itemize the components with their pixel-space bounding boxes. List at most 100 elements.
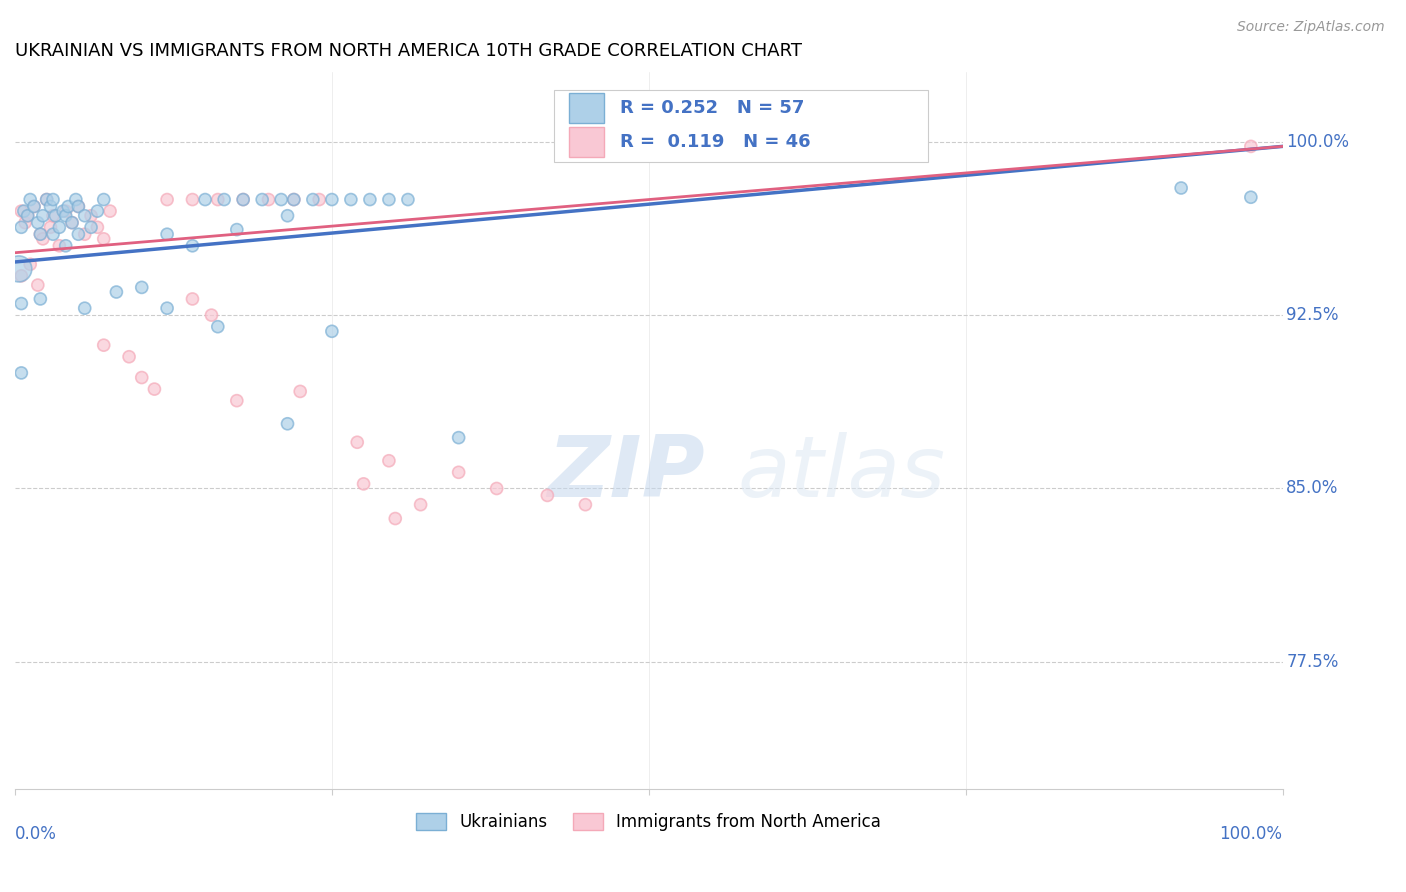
Point	[60, 216, 83, 230]
Point	[232, 193, 254, 207]
Point	[447, 431, 470, 445]
Text: UKRAINIAN VS IMMIGRANTS FROM NORTH AMERICA 10TH GRADE CORRELATION CHART: UKRAINIAN VS IMMIGRANTS FROM NORTH AMERI…	[15, 42, 801, 60]
Point	[396, 193, 419, 207]
Point	[52, 204, 75, 219]
Point	[80, 209, 103, 223]
Point	[257, 193, 280, 207]
Point	[232, 193, 254, 207]
Point	[86, 204, 108, 219]
Point	[308, 193, 330, 207]
Point	[321, 193, 343, 207]
Point	[58, 199, 80, 213]
Point	[359, 193, 381, 207]
Point	[17, 209, 39, 223]
Text: 85.0%: 85.0%	[1286, 480, 1339, 498]
Point	[55, 239, 77, 253]
Text: 92.5%: 92.5%	[1286, 306, 1339, 324]
FancyBboxPatch shape	[569, 127, 605, 157]
Point	[1240, 139, 1263, 153]
Point	[39, 220, 62, 235]
Point	[42, 193, 65, 207]
Point	[14, 216, 37, 230]
Point	[48, 220, 70, 235]
Point	[48, 239, 70, 253]
Point	[10, 268, 32, 283]
Point	[270, 193, 292, 207]
Point	[67, 227, 90, 242]
Point	[60, 216, 83, 230]
Point	[378, 193, 401, 207]
Point	[156, 193, 179, 207]
Point	[55, 204, 77, 219]
Text: atlas: atlas	[738, 433, 945, 516]
Point	[42, 209, 65, 223]
Point	[181, 239, 204, 253]
Point	[283, 193, 305, 207]
Point	[143, 382, 166, 396]
Point	[156, 227, 179, 242]
Text: R =  0.119   N = 46: R = 0.119 N = 46	[620, 133, 810, 151]
Point	[35, 193, 58, 207]
Point	[7, 261, 30, 276]
Point	[276, 209, 298, 223]
Point	[30, 292, 52, 306]
Point	[181, 292, 204, 306]
Point	[131, 280, 153, 294]
Point	[212, 193, 235, 207]
Point	[30, 227, 52, 242]
Point	[10, 220, 32, 235]
Point	[378, 454, 401, 468]
Point	[200, 308, 222, 322]
Point	[194, 193, 217, 207]
Point	[1170, 181, 1192, 195]
Point	[45, 209, 67, 223]
Point	[321, 324, 343, 338]
Point	[22, 199, 45, 213]
Point	[22, 199, 45, 213]
Text: Source: ZipAtlas.com: Source: ZipAtlas.com	[1237, 20, 1385, 34]
Text: R = 0.252   N = 57: R = 0.252 N = 57	[620, 99, 804, 117]
FancyBboxPatch shape	[554, 90, 928, 162]
Point	[1240, 190, 1263, 204]
Point	[485, 482, 508, 496]
Point	[18, 257, 41, 271]
Point	[67, 199, 90, 213]
Point	[250, 193, 273, 207]
Text: 100.0%: 100.0%	[1219, 825, 1282, 843]
Point	[118, 350, 141, 364]
Point	[225, 393, 247, 408]
Point	[39, 199, 62, 213]
Point	[131, 370, 153, 384]
Point	[27, 278, 49, 293]
Point	[55, 209, 77, 223]
Point	[17, 209, 39, 223]
FancyBboxPatch shape	[569, 93, 605, 123]
Point	[73, 301, 96, 316]
Point	[409, 498, 432, 512]
Point	[30, 227, 52, 242]
Point	[156, 301, 179, 316]
Point	[10, 366, 32, 380]
Point	[32, 209, 55, 223]
Point	[42, 227, 65, 242]
Point	[283, 193, 305, 207]
Point	[86, 220, 108, 235]
Point	[35, 193, 58, 207]
Point	[884, 139, 907, 153]
Text: ZIP: ZIP	[547, 433, 704, 516]
Point	[27, 216, 49, 230]
Point	[207, 319, 229, 334]
Point	[65, 193, 87, 207]
Point	[32, 232, 55, 246]
Text: 0.0%: 0.0%	[15, 825, 56, 843]
Point	[340, 193, 363, 207]
Point	[18, 193, 41, 207]
Point	[10, 296, 32, 310]
Point	[447, 465, 470, 479]
Point	[276, 417, 298, 431]
Point	[536, 488, 558, 502]
Text: 77.5%: 77.5%	[1286, 653, 1339, 671]
Point	[80, 220, 103, 235]
Point	[207, 193, 229, 207]
Point	[93, 338, 115, 352]
